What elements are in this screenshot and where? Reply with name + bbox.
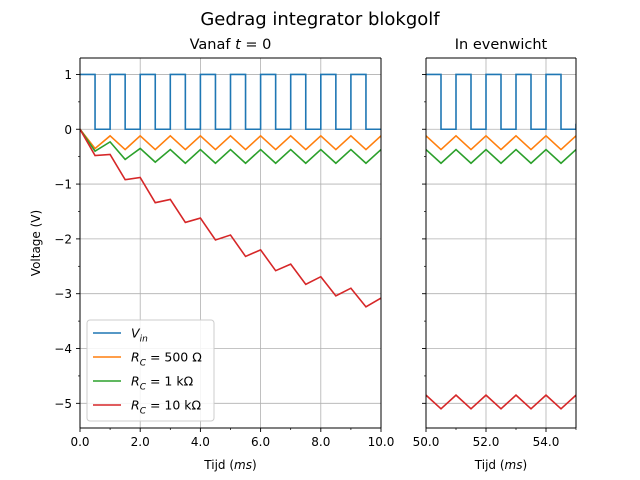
y-tick-label: −5 (54, 397, 72, 411)
series-group (426, 73, 576, 410)
y-tick-label: −4 (54, 342, 72, 356)
x-tick-label: 4.0 (191, 435, 210, 449)
x-tick-label: 10.0 (368, 435, 395, 449)
y-tick-label: 0 (64, 123, 72, 137)
series-line-r10k (80, 128, 381, 308)
x-tick-label: 0.0 (70, 435, 89, 449)
x-tick-label: 54.0 (533, 435, 560, 449)
series-line-vin (80, 73, 381, 131)
y-tick-label: −3 (54, 287, 72, 301)
x-axis-label: Tijd (ms) (474, 458, 527, 472)
y-tick-label: −2 (54, 232, 72, 246)
legend-label-r10k: RC = 10 kΩ (131, 398, 202, 417)
x-tick-label: 50.0 (413, 435, 440, 449)
series-line-r1k (426, 148, 576, 165)
series-line-r500 (426, 134, 576, 151)
y-axis-label: Voltage (V) (29, 210, 43, 276)
series-line-r10k (426, 394, 576, 410)
legend-box (86, 319, 215, 422)
x-tick-label: 52.0 (473, 435, 500, 449)
legend-label-vin: Vin (131, 326, 148, 345)
panel-title: Vanaf t = 0 (190, 37, 272, 53)
y-tick-label: 1 (64, 68, 72, 82)
x-tick-label: 2.0 (131, 435, 150, 449)
series-line-vin (426, 73, 576, 131)
x-axis-label: Tijd (ms) (203, 458, 256, 472)
y-tick-label: −1 (54, 178, 72, 192)
legend-label-r1k: RC = 1 kΩ (131, 374, 194, 393)
legend-label-r500: RC = 500 Ω (131, 350, 202, 369)
figure-title: Gedrag integrator blokgolf (200, 9, 440, 30)
x-tick-label: 8.0 (311, 435, 330, 449)
series-group (80, 73, 381, 308)
legend: Vin RC = 500 Ω RC = 1 kΩ RC = 10 kΩ (86, 319, 215, 422)
series-line-r1k (80, 128, 381, 165)
x-tick-label: 6.0 (251, 435, 270, 449)
panel-title: In evenwicht (455, 37, 548, 53)
series-line-r500 (80, 128, 381, 151)
panel-1: 0.0 2.0 4.0 6.0 8.0 10.0 1 0 −1 −2 −3 −4 −5 Vanaf t =… (29, 37, 394, 472)
panel-2: 50.0 52.0 54.0 In evenwicht Tijd (ms) (413, 37, 577, 472)
